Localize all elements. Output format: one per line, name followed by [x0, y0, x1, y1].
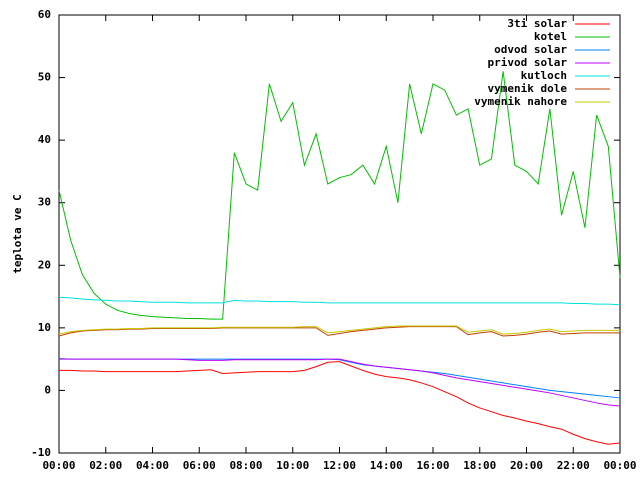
y-tick-label: 20: [38, 258, 51, 271]
series-line: [58, 296, 621, 306]
series-line: [58, 325, 620, 335]
x-tick-label: 18:00: [463, 459, 496, 472]
legend-label: vymenik nahore: [474, 95, 567, 108]
x-tick-label: 00:00: [603, 459, 636, 472]
y-tick-label: 0: [44, 383, 51, 396]
x-tick-label: 20:00: [510, 459, 543, 472]
y-axis-label: teplota ve C: [11, 194, 24, 273]
legend-label: odvod solar: [494, 43, 567, 56]
series-line: [58, 71, 621, 320]
x-tick-label: 12:00: [323, 459, 356, 472]
y-tick-label: 50: [38, 71, 51, 84]
y-tick-label: 10: [38, 321, 51, 334]
y-tick-label: 40: [38, 133, 51, 146]
legend-label: privod solar: [488, 56, 568, 69]
series-line: [59, 358, 621, 407]
legend-label: vymenik dole: [488, 82, 568, 95]
x-tick-label: 22:00: [557, 459, 590, 472]
y-tick-label: -10: [31, 446, 51, 459]
legend-label: 3ti solar: [507, 17, 567, 30]
x-tick-label: 02:00: [89, 459, 122, 472]
legend-label: kotel: [534, 30, 567, 43]
x-tick-label: 06:00: [183, 459, 216, 472]
y-tick-label: 60: [38, 8, 51, 21]
series-line: [59, 361, 621, 445]
series-line: [58, 358, 621, 399]
series-line: [58, 326, 620, 337]
legend-label: kutloch: [521, 69, 567, 82]
y-tick-label: 30: [38, 196, 51, 209]
x-tick-label: 14:00: [370, 459, 403, 472]
x-tick-label: 16:00: [416, 459, 449, 472]
x-tick-label: 08:00: [229, 459, 262, 472]
x-tick-label: 04:00: [136, 459, 169, 472]
x-tick-label: 10:00: [276, 459, 309, 472]
x-tick-label: 00:00: [42, 459, 75, 472]
